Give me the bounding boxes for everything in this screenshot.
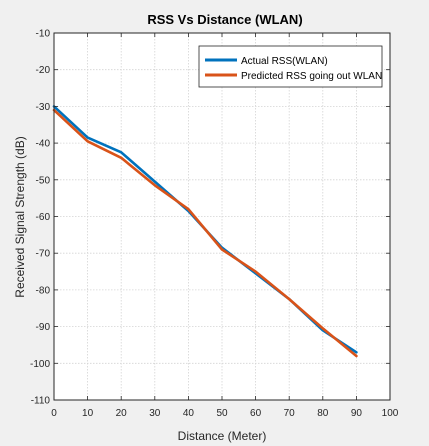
x-tick-label-2: 20: [116, 408, 128, 419]
x-tick-label-5: 50: [216, 408, 228, 419]
x-tick-label-7: 70: [284, 408, 296, 419]
y-tick-label-6: -70: [36, 249, 51, 260]
x-tick-label-3: 30: [149, 408, 161, 419]
y-tick-label-0: -10: [36, 29, 51, 40]
y-tick-label-2: -30: [36, 102, 51, 113]
series-line-predicted: [52, 108, 358, 358]
y-tick-label-10: -110: [31, 396, 51, 407]
x-tick-label-6: 60: [250, 408, 262, 419]
x-axis-ticks: 0 10 20 30 40 50 60 70 80 90 100: [51, 33, 399, 419]
x-tick-label-0: 0: [51, 408, 57, 419]
y-tick-label-3: -40: [36, 139, 51, 150]
legend-box: [198, 45, 383, 88]
y-axis-ticks: -10 -20 -30 -40 -50 -60 -70 -80 -90 -100 -110: [30, 29, 390, 407]
y-tick-label-5: -60: [36, 212, 51, 223]
y-tick-label-7: -80: [36, 285, 51, 296]
x-tick-label-4: 40: [183, 408, 195, 419]
y-tick-label-1: -20: [36, 65, 51, 76]
x-axis-label: Distance (Meter): [178, 429, 267, 443]
y-axis-label: Received Signal Strength (dB): [13, 136, 27, 297]
legend-label-actual: Actual RSS(WLAN): [241, 56, 328, 67]
y-tick-label-4: -50: [36, 175, 51, 186]
chart-title: RSS Vs Distance (WLAN): [147, 12, 302, 27]
legend: Actual RSS(WLAN) Predicted RSS going out…: [198, 45, 383, 88]
x-tick-label-9: 90: [351, 408, 363, 419]
x-tick-label-1: 10: [82, 408, 94, 419]
x-tick-label-10: 100: [382, 408, 399, 419]
y-tick-label-9: -100: [30, 359, 50, 370]
x-tick-label-8: 80: [317, 408, 329, 419]
legend-label-predicted: Predicted RSS going out WLAN: [241, 71, 382, 82]
y-tick-label-8: -90: [36, 322, 51, 333]
